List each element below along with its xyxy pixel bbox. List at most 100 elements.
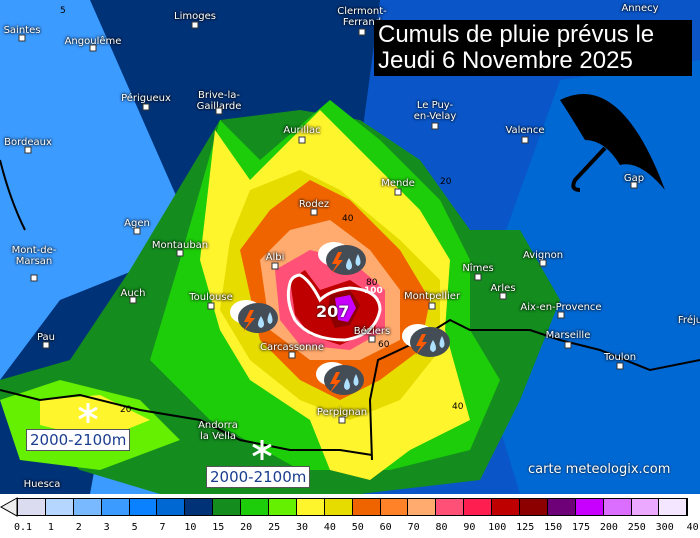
thunderstorm-rain-icon	[228, 296, 278, 334]
legend-label: 1	[47, 522, 54, 533]
legend-swatch	[380, 499, 409, 515]
isoline-label: 5	[60, 6, 66, 16]
legend-swatch	[73, 499, 102, 515]
city-marker	[564, 341, 572, 349]
city-marker	[539, 259, 547, 267]
city-label: Brive-la- Gaillarde	[196, 90, 242, 112]
legend-label: 15	[212, 522, 225, 533]
legend-swatch	[492, 499, 521, 515]
city-marker	[616, 362, 624, 370]
city-marker	[630, 181, 638, 189]
legend-swatch	[18, 499, 46, 515]
city-marker	[557, 311, 565, 319]
legend-swatch	[436, 499, 465, 515]
legend-label: 60	[379, 522, 392, 533]
legend-swatch	[352, 499, 381, 515]
legend-label: 125	[516, 522, 535, 533]
city-marker	[191, 21, 199, 29]
legend-label: 20	[240, 522, 253, 533]
legend-label: 300	[655, 522, 674, 533]
city-label: Rodez	[298, 199, 330, 210]
city-label: Valence	[505, 125, 545, 136]
legend-swatch	[547, 499, 576, 515]
legend-label: 30	[295, 522, 309, 533]
city-label: Huesca	[23, 479, 61, 490]
legend-swatch	[101, 499, 130, 515]
legend-swatch	[129, 499, 158, 515]
city-label: Nîmes	[462, 263, 494, 274]
city-label: Andorra la Vella	[198, 420, 238, 442]
city-marker	[89, 44, 97, 52]
city-marker	[18, 34, 26, 42]
legend-label: 0.1	[13, 522, 33, 533]
city-marker	[521, 136, 529, 144]
legend-arrow	[0, 497, 18, 517]
city-label: Agen	[124, 218, 150, 229]
city-label: Toulouse	[189, 292, 233, 303]
legend-label: 250	[627, 522, 646, 533]
snow-markers	[78, 403, 272, 460]
legend-label: 150	[544, 522, 563, 533]
city-label: Aix-en-Provence	[520, 302, 602, 313]
city-label: Montauban	[151, 240, 209, 251]
city-label: Périgueux	[121, 93, 171, 104]
legend-label: 90	[463, 522, 476, 533]
city-marker	[428, 302, 436, 310]
legend-label: 100	[488, 522, 507, 533]
city-marker	[24, 146, 32, 154]
city-marker	[338, 416, 346, 424]
legend-swatch	[603, 499, 632, 515]
city-label: Bordeaux	[4, 137, 52, 148]
city-marker	[42, 341, 50, 349]
city-marker	[215, 107, 223, 115]
legend-swatch	[408, 499, 437, 515]
legend-label: 50	[351, 522, 364, 533]
thunderstorm-rain-icon	[400, 320, 450, 358]
city-marker	[358, 28, 366, 36]
legend-swatch	[520, 499, 548, 515]
legend-swatch	[45, 499, 74, 515]
thunderstorm-rain-icon	[316, 238, 366, 276]
city-marker	[431, 122, 439, 130]
umbrella-icon	[560, 94, 665, 192]
city-marker	[474, 273, 482, 281]
city-label: Annecy	[621, 3, 659, 14]
isoline-label: 40	[342, 214, 354, 224]
legend-swatch	[659, 499, 688, 515]
legend-label: 25	[268, 522, 281, 533]
city-label: Limoges	[174, 11, 216, 22]
city-label: Arles	[490, 283, 516, 294]
legend-swatch	[269, 499, 297, 515]
legend-swatch	[241, 499, 270, 515]
altitude-label: 2000-2100m	[26, 429, 131, 451]
city-label: Mende	[381, 178, 415, 189]
city-marker	[499, 292, 507, 300]
city-label: Aurillac	[283, 125, 321, 136]
isoline-label: 20	[440, 177, 452, 187]
legend-label: 7	[159, 522, 166, 533]
isoline-label: 60	[378, 340, 390, 350]
legend-label: 2	[75, 522, 82, 533]
snowflake-icon	[78, 403, 98, 423]
legend-swatch	[185, 499, 214, 515]
city-label: Gap	[623, 173, 645, 184]
legend-label: 200	[599, 522, 618, 533]
legend-swatch	[631, 499, 660, 515]
city-label: Albi	[265, 252, 285, 263]
city-marker	[30, 274, 38, 282]
city-label: Béziers	[353, 326, 391, 337]
city-marker	[288, 351, 296, 359]
legend-label: 3	[103, 522, 110, 533]
legend-label: 40	[686, 522, 699, 533]
city-marker	[271, 262, 279, 270]
thunderstorm-rain-icon	[314, 358, 364, 396]
legend-swatch	[464, 499, 493, 515]
city-label: Pau	[36, 332, 56, 343]
isoline-label: 100	[364, 286, 383, 296]
snowflake-icon	[252, 440, 272, 460]
city-label: Marseille	[545, 330, 591, 341]
city-marker	[133, 227, 141, 235]
city-label: Clermont- Ferrand	[337, 6, 387, 28]
city-marker	[394, 188, 402, 196]
isoline-label: 80	[366, 278, 378, 288]
